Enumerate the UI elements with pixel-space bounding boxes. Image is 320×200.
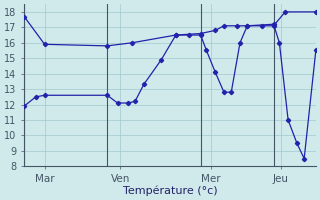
X-axis label: Température (°c): Température (°c): [123, 185, 217, 196]
